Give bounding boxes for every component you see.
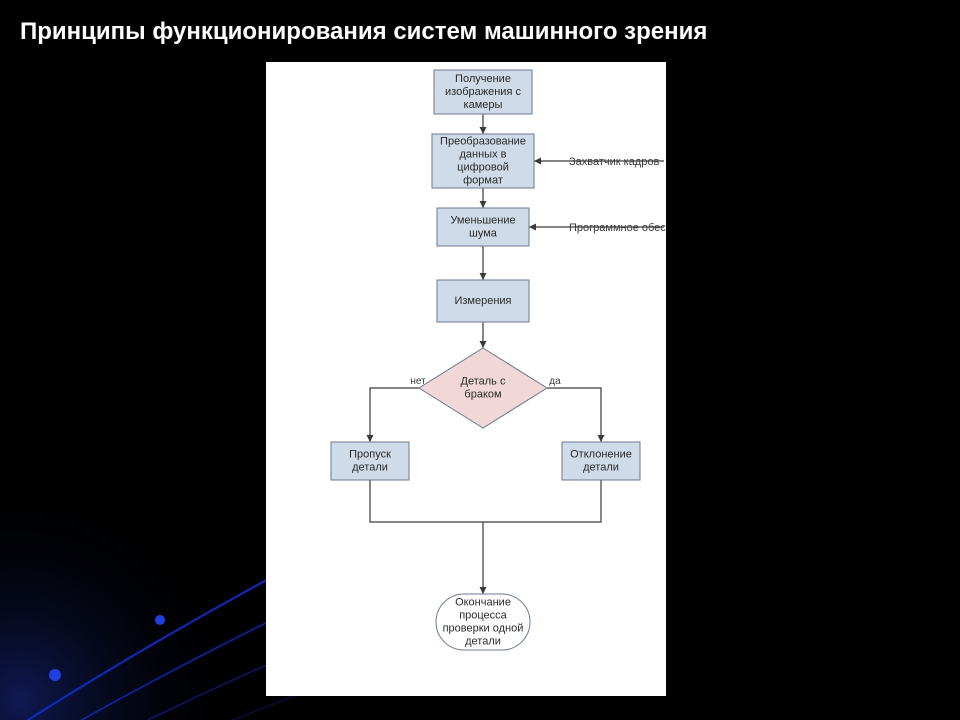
branch-label: нет (410, 376, 426, 387)
edge (370, 388, 419, 442)
node-text: формат (463, 174, 503, 186)
node-text: Деталь с (461, 375, 506, 387)
node-text: Преобразование (440, 135, 526, 147)
node-text: изображения с (445, 86, 521, 98)
flowchart-panel: Получениеизображения скамеры Преобразован… (266, 62, 666, 696)
node-text: детали (465, 635, 501, 647)
node-text: детали (583, 461, 619, 473)
node-text: проверки одной (443, 622, 524, 634)
node-text: процесса (459, 609, 507, 621)
node-text: Получение (455, 73, 511, 85)
edge (483, 480, 601, 522)
node-text: Измерения (454, 295, 511, 307)
node-text: Окончание (455, 596, 511, 608)
side-label: Программное обеспечение (569, 222, 666, 234)
edge (370, 480, 483, 522)
node-text: браком (464, 388, 501, 400)
node-text: детали (352, 461, 388, 473)
node-text: камеры (464, 99, 503, 111)
node-text: Отклонение (570, 448, 632, 460)
node-text: Пропуск (349, 448, 391, 460)
edge (547, 388, 601, 442)
branch-label: да (549, 376, 561, 387)
node-text: Уменьшение (450, 214, 515, 226)
node-text: цифровой (457, 161, 509, 173)
side-label: Захватчик кадров (569, 156, 659, 168)
flowchart-svg: Получениеизображения скамеры Преобразован… (266, 62, 666, 696)
node-text: данных в (460, 148, 507, 160)
page-title: Принципы функционирования систем машинно… (20, 18, 707, 46)
node-text: шума (469, 227, 498, 239)
